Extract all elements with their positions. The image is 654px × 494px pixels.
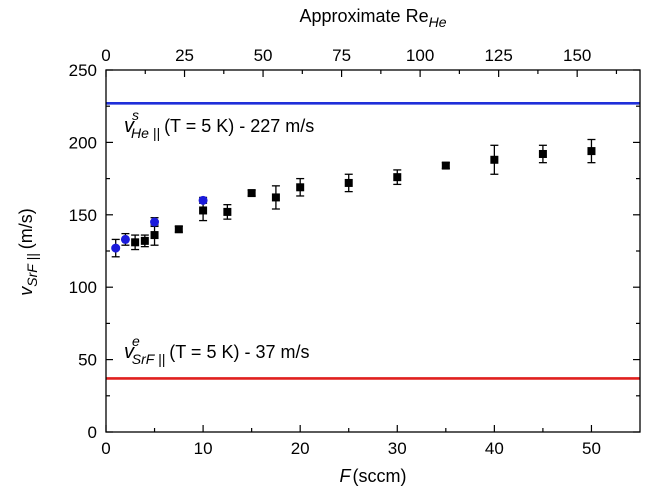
ref-label-helium: vs He || (T = 5 K) - 227 m/s (124, 107, 314, 141)
reference-lines (106, 102, 640, 380)
x-tick-label: 0 (101, 439, 110, 458)
top-tick-label: 150 (563, 46, 591, 65)
x-tick-label: 30 (388, 439, 407, 458)
data-point-circle (111, 243, 121, 253)
plot-frame (105, 69, 641, 433)
y-tick-label: 200 (69, 133, 97, 152)
top-tick-label: 25 (175, 46, 194, 65)
x-tick-label: 10 (194, 439, 213, 458)
data-point-square (150, 231, 159, 240)
data-point-square (344, 178, 353, 187)
data-point-square (490, 155, 499, 164)
x-tick-label: 40 (485, 439, 504, 458)
y-tick-label: 250 (69, 61, 97, 80)
data-point-square (441, 161, 450, 170)
data-point-square (393, 173, 402, 182)
y-tick-label: 0 (88, 423, 97, 442)
top-tick-label: 125 (484, 46, 512, 65)
top-tick-label: 75 (332, 46, 351, 65)
top-axis-title-sub: He (429, 14, 447, 30)
data-point-circle (150, 217, 160, 227)
ref-label-srf: ve SrF || (T = 5 K) - 37 m/s (124, 333, 309, 367)
top-tick-label: 100 (406, 46, 434, 65)
data-point-square (174, 225, 183, 234)
top-tick-label: 0 (101, 46, 110, 65)
y-tick-label: 100 (69, 278, 97, 297)
data-point-square (140, 236, 149, 245)
data-point-square (587, 147, 596, 156)
data-point-circle (198, 195, 208, 205)
y-axis-title: vSrF ||(m/s) (16, 208, 40, 295)
data-point-square (538, 149, 547, 158)
data-point-square (247, 189, 256, 198)
y-tick-label: 150 (69, 206, 97, 225)
data-point-square (223, 207, 232, 216)
y-tick-label: 50 (78, 351, 97, 370)
data-point-square (131, 238, 140, 247)
data-point-square (296, 183, 305, 192)
data-point-circle (120, 234, 130, 244)
top-axis-title: Approximate ReHe (300, 6, 447, 30)
data-points (111, 138, 596, 258)
data-point-square (199, 206, 208, 215)
x-tick-label: 20 (291, 439, 310, 458)
top-tick-label: 50 (254, 46, 273, 65)
x-tick-label: 50 (582, 439, 601, 458)
x-axis-title: F (sccm) (340, 466, 407, 486)
data-point-square (271, 193, 280, 202)
